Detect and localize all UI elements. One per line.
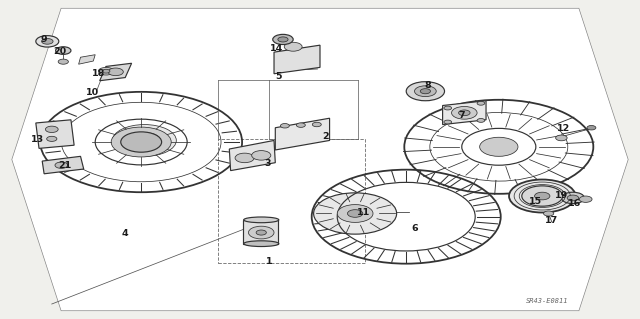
- Text: 6: 6: [412, 224, 418, 233]
- Circle shape: [58, 59, 68, 64]
- Text: 1: 1: [266, 257, 272, 266]
- Polygon shape: [274, 45, 320, 74]
- Circle shape: [509, 180, 575, 212]
- Circle shape: [248, 226, 274, 239]
- Circle shape: [284, 42, 302, 51]
- Circle shape: [36, 36, 59, 47]
- Circle shape: [348, 210, 363, 217]
- Circle shape: [406, 82, 445, 101]
- Text: 3: 3: [264, 159, 271, 168]
- Polygon shape: [243, 220, 278, 244]
- Text: 7: 7: [458, 111, 465, 120]
- Circle shape: [56, 47, 71, 54]
- Circle shape: [121, 132, 162, 152]
- Text: 16: 16: [568, 199, 580, 208]
- Circle shape: [47, 136, 57, 141]
- Text: SR43-E0811: SR43-E0811: [525, 298, 568, 304]
- Text: 15: 15: [529, 197, 543, 206]
- Text: 8: 8: [424, 81, 431, 90]
- Bar: [218, 139, 365, 263]
- Circle shape: [452, 107, 477, 119]
- Text: 10: 10: [86, 88, 99, 97]
- Circle shape: [587, 125, 596, 130]
- Circle shape: [459, 110, 470, 116]
- Text: 4: 4: [122, 229, 129, 238]
- Circle shape: [355, 209, 366, 215]
- Circle shape: [444, 120, 452, 124]
- Circle shape: [273, 34, 293, 45]
- Circle shape: [296, 123, 305, 127]
- Text: 14: 14: [270, 44, 283, 54]
- Text: 13: 13: [31, 135, 44, 144]
- Circle shape: [522, 186, 563, 206]
- Circle shape: [567, 195, 579, 201]
- Text: 2: 2: [322, 132, 328, 141]
- Polygon shape: [42, 156, 84, 174]
- Ellipse shape: [244, 241, 279, 247]
- Text: 5: 5: [275, 72, 282, 81]
- Text: 11: 11: [357, 208, 370, 217]
- Circle shape: [45, 126, 58, 132]
- Circle shape: [556, 135, 567, 141]
- Ellipse shape: [244, 217, 279, 223]
- Circle shape: [579, 196, 592, 202]
- Text: 9: 9: [41, 35, 47, 44]
- Polygon shape: [12, 9, 628, 310]
- Circle shape: [252, 151, 271, 160]
- Circle shape: [534, 192, 550, 200]
- Circle shape: [312, 122, 321, 127]
- Circle shape: [280, 123, 289, 128]
- Circle shape: [113, 124, 176, 156]
- Circle shape: [42, 39, 53, 44]
- Circle shape: [444, 106, 452, 110]
- Circle shape: [278, 37, 288, 42]
- Text: 19: 19: [555, 190, 568, 200]
- Circle shape: [99, 67, 114, 75]
- Polygon shape: [36, 120, 74, 148]
- Text: 12: 12: [557, 124, 571, 133]
- Circle shape: [561, 192, 584, 204]
- Polygon shape: [100, 63, 132, 81]
- Circle shape: [102, 69, 110, 73]
- Text: 21: 21: [58, 161, 71, 170]
- Circle shape: [256, 230, 266, 235]
- Circle shape: [420, 89, 431, 94]
- Text: 18: 18: [92, 69, 105, 78]
- Circle shape: [543, 211, 554, 216]
- Circle shape: [55, 162, 68, 168]
- Circle shape: [477, 119, 484, 122]
- Circle shape: [479, 137, 518, 156]
- Circle shape: [108, 68, 124, 76]
- Polygon shape: [275, 118, 330, 150]
- Text: 17: 17: [545, 216, 558, 225]
- Circle shape: [314, 193, 397, 234]
- Polygon shape: [229, 140, 275, 171]
- Polygon shape: [443, 101, 486, 124]
- Circle shape: [235, 153, 254, 163]
- Circle shape: [415, 86, 436, 97]
- Circle shape: [111, 127, 172, 157]
- Circle shape: [129, 132, 161, 148]
- Polygon shape: [79, 55, 95, 64]
- Text: 20: 20: [53, 47, 66, 56]
- Circle shape: [477, 101, 484, 105]
- Circle shape: [337, 204, 373, 222]
- Polygon shape: [12, 9, 628, 310]
